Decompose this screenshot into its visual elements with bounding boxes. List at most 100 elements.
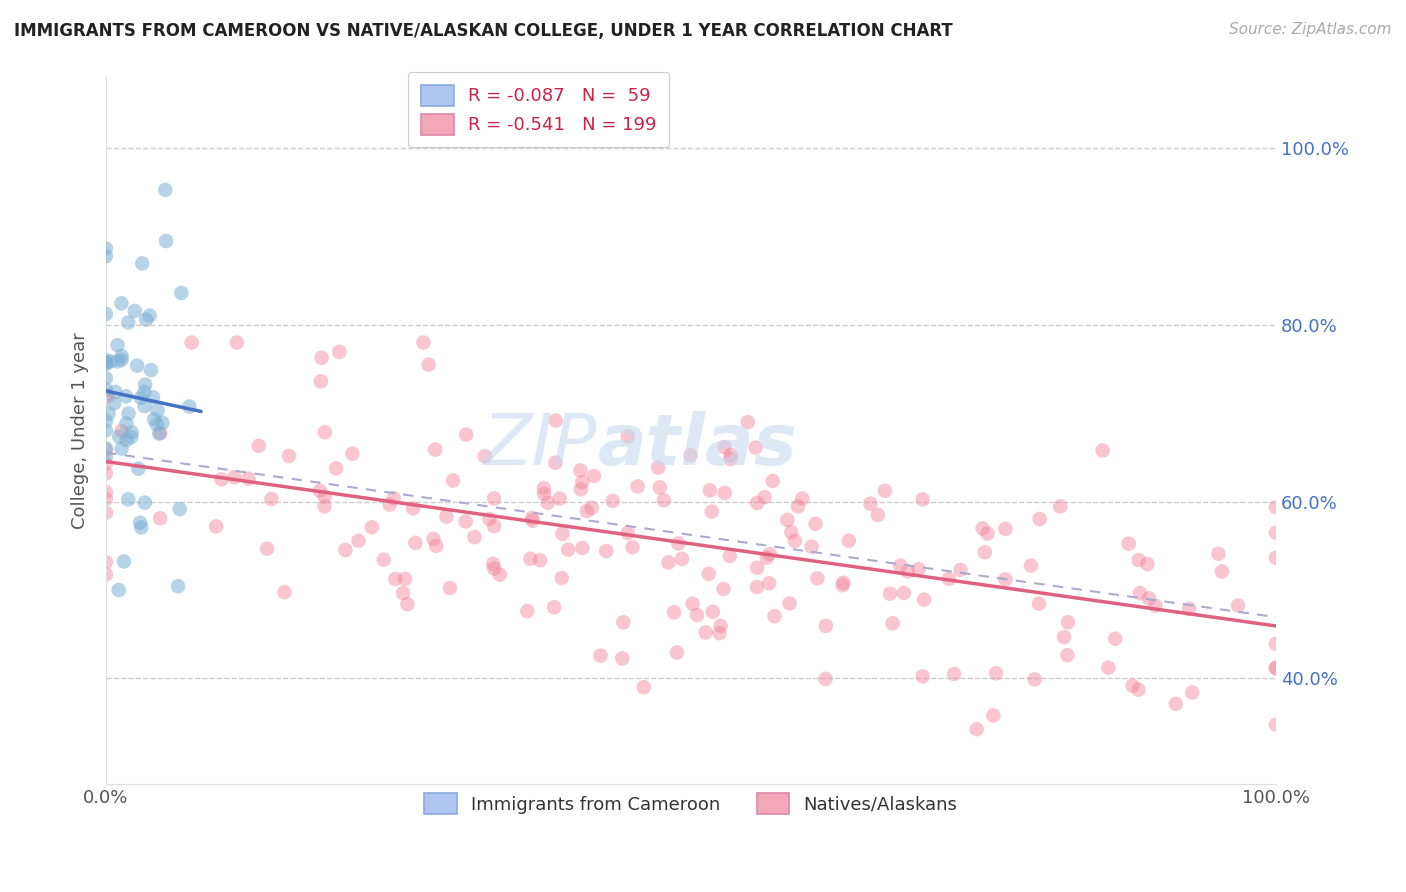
Point	[666, 536, 689, 550]
Point	[436, 509, 458, 524]
Point	[911, 492, 934, 507]
Point	[557, 542, 579, 557]
Point	[111, 424, 134, 438]
Point	[602, 494, 624, 508]
Point	[97, 389, 120, 403]
Point	[94, 491, 117, 506]
Point	[152, 416, 174, 430]
Point	[679, 448, 702, 462]
Point	[1019, 558, 1042, 573]
Point	[373, 552, 395, 566]
Point	[783, 533, 806, 548]
Point	[1265, 525, 1288, 540]
Point	[697, 566, 720, 581]
Point	[551, 526, 574, 541]
Point	[94, 467, 117, 481]
Point	[94, 555, 117, 569]
Point	[205, 519, 228, 533]
Point	[129, 520, 152, 534]
Point	[548, 491, 571, 506]
Point	[134, 377, 156, 392]
Point	[589, 648, 612, 663]
Point	[394, 572, 416, 586]
Point	[595, 544, 617, 558]
Point	[529, 553, 551, 567]
Point	[702, 605, 724, 619]
Point	[103, 396, 125, 410]
Point	[169, 502, 191, 516]
Point	[94, 353, 117, 368]
Point	[94, 506, 117, 520]
Point	[260, 491, 283, 506]
Point	[111, 349, 134, 363]
Point	[474, 449, 496, 463]
Point	[115, 433, 138, 447]
Point	[179, 400, 201, 414]
Point	[665, 646, 688, 660]
Point	[97, 407, 120, 421]
Point	[866, 508, 889, 522]
Point	[117, 407, 139, 421]
Point	[1024, 673, 1046, 687]
Point	[972, 521, 994, 535]
Point	[745, 580, 768, 594]
Point	[709, 626, 731, 640]
Point	[1164, 697, 1187, 711]
Point	[94, 371, 117, 385]
Point	[155, 183, 177, 197]
Point	[544, 456, 567, 470]
Point	[482, 557, 505, 571]
Point	[127, 359, 149, 373]
Point	[912, 592, 935, 607]
Point	[519, 551, 541, 566]
Point	[1028, 512, 1050, 526]
Point	[657, 556, 679, 570]
Point	[758, 547, 780, 561]
Point	[832, 575, 855, 590]
Point	[1137, 591, 1160, 606]
Point	[682, 597, 704, 611]
Point	[612, 651, 634, 665]
Point	[100, 354, 122, 368]
Point	[441, 474, 464, 488]
Point	[335, 543, 357, 558]
Point	[1129, 586, 1152, 600]
Point	[1227, 599, 1250, 613]
Point	[120, 430, 142, 444]
Point	[142, 390, 165, 404]
Point	[713, 486, 735, 500]
Point	[792, 491, 814, 506]
Point	[779, 596, 801, 610]
Point	[575, 504, 598, 518]
Point	[686, 608, 709, 623]
Point	[814, 619, 837, 633]
Point	[1128, 682, 1150, 697]
Point	[309, 374, 332, 388]
Point	[1028, 597, 1050, 611]
Point	[311, 351, 333, 365]
Point	[1211, 565, 1233, 579]
Point	[108, 429, 131, 443]
Point	[1181, 685, 1204, 699]
Point	[671, 551, 693, 566]
Point	[907, 562, 929, 576]
Point	[422, 532, 444, 546]
Point	[700, 505, 723, 519]
Point	[155, 234, 177, 248]
Point	[412, 335, 434, 350]
Point	[247, 439, 270, 453]
Point	[482, 519, 505, 533]
Point	[138, 309, 160, 323]
Point	[889, 558, 911, 573]
Point	[402, 501, 425, 516]
Point	[454, 427, 477, 442]
Point	[1265, 500, 1288, 515]
Point	[1097, 660, 1119, 674]
Point	[145, 417, 167, 432]
Point	[747, 560, 769, 574]
Point	[94, 443, 117, 458]
Point	[139, 363, 162, 377]
Point	[124, 304, 146, 318]
Point	[1265, 717, 1288, 731]
Point	[314, 425, 336, 440]
